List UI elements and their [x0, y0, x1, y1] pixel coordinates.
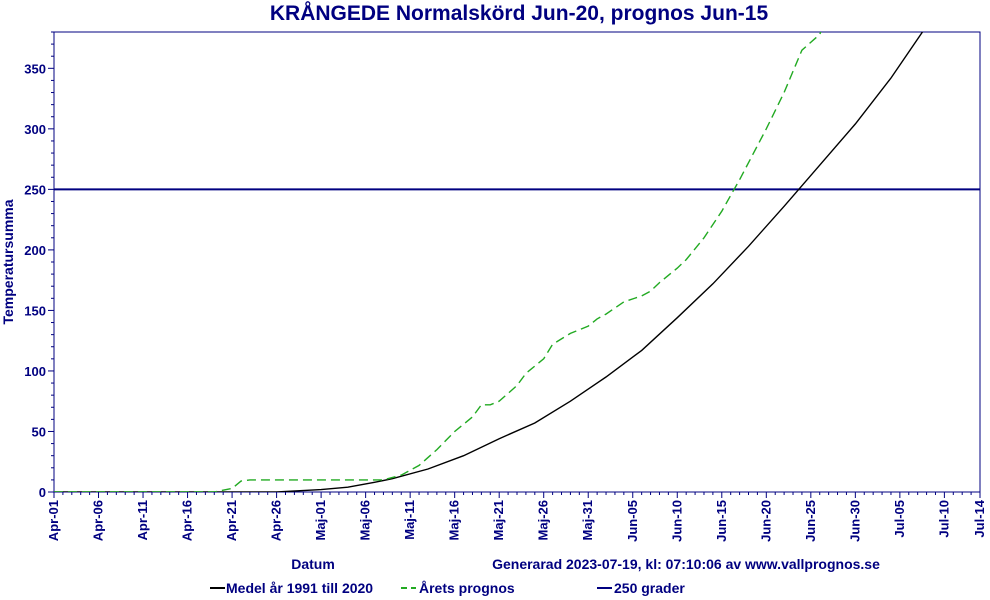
- legend-label-prognos: Årets prognos: [419, 580, 515, 596]
- legend: Medel år 1991 till 2020 Årets prognos 25…: [210, 580, 685, 596]
- x-tick-label: Maj-26: [536, 500, 551, 540]
- y-tick-label: 100: [24, 364, 46, 379]
- x-axis-label: Datum: [291, 556, 335, 572]
- y-tick-label: 50: [32, 424, 46, 439]
- x-tick-label: Jun-20: [758, 500, 773, 542]
- x-tick-label: Maj-06: [358, 500, 373, 540]
- x-tick-label: Apr-26: [269, 500, 284, 541]
- y-tick-label: 0: [39, 485, 46, 500]
- series-line-prognos: [54, 32, 822, 492]
- legend-label-medel: Medel år 1991 till 2020: [226, 580, 373, 596]
- chart-title: KRÅNGEDE Normalskörd Jun-20, prognos Jun…: [270, 1, 769, 25]
- generated-note: Generarad 2023-07-19, kl: 07:10:06 av ww…: [492, 556, 880, 572]
- x-tick-label: Jun-05: [625, 500, 640, 542]
- x-tick-label: Apr-16: [180, 500, 195, 541]
- x-tick-label: Jul-10: [936, 500, 951, 538]
- y-tick-label: 250: [24, 182, 46, 197]
- x-tick-label: Apr-11: [135, 500, 150, 540]
- y-tick-label: 300: [24, 122, 46, 137]
- y-tick-label: 350: [24, 61, 46, 76]
- x-tick-label: Jun-30: [847, 500, 862, 542]
- y-axis: 0 50 100 150 200 250 300 350: [24, 31, 54, 500]
- x-tick-label: Maj-21: [491, 500, 506, 540]
- y-tick-label: 200: [24, 243, 46, 258]
- plot-area: [53, 31, 981, 493]
- x-tick-label: Maj-16: [447, 500, 462, 540]
- x-tick-label: Jul-14: [972, 499, 987, 537]
- x-tick-label: Apr-21: [224, 500, 239, 541]
- y-tick-label: 150: [24, 303, 46, 318]
- series-layer: [54, 32, 924, 492]
- legend-label-250: 250 grader: [614, 580, 685, 596]
- x-tick-label: Jun-25: [803, 500, 818, 542]
- x-tick-label: Maj-11: [402, 500, 417, 540]
- y-axis-label: Temperatursumma: [0, 199, 16, 324]
- x-tick-label: Apr-06: [91, 500, 106, 541]
- x-tick-label: Maj-31: [580, 500, 595, 540]
- series-line-medel: [54, 32, 924, 492]
- x-axis: Apr-01 Apr-06 Apr-11 Apr-16 Apr-21 Apr-26 Maj-…: [46, 492, 987, 542]
- x-tick-label: Jul-05: [892, 500, 907, 538]
- x-tick-label: Jun-10: [669, 500, 684, 542]
- x-tick-label: Apr-01: [46, 500, 61, 541]
- x-tick-label: Jun-15: [714, 500, 729, 542]
- x-tick-label: Maj-01: [313, 500, 328, 540]
